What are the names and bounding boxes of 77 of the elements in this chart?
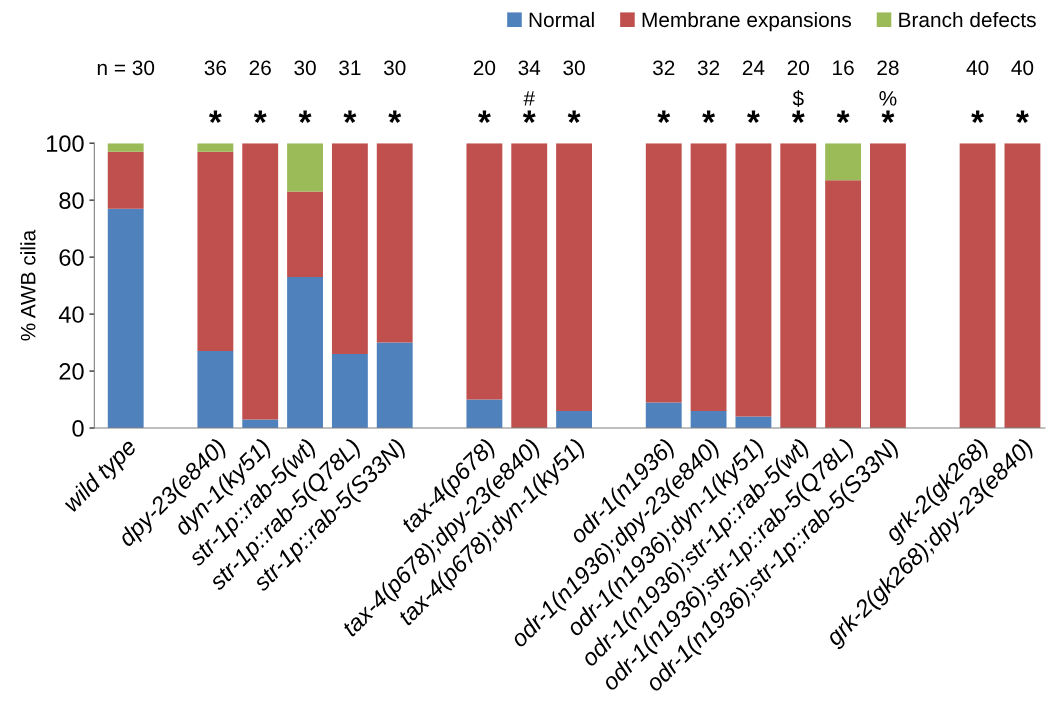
legend-label: Normal <box>529 11 594 28</box>
annotation: * <box>478 110 491 123</box>
bar <box>869 143 906 429</box>
annotation: * <box>253 110 267 123</box>
annotation: * <box>881 110 895 123</box>
y-tick-label: 80 <box>59 192 84 209</box>
bar <box>331 353 368 429</box>
text: 30 <box>383 60 406 76</box>
bar <box>735 143 772 417</box>
text: 31 <box>339 60 361 76</box>
bar <box>645 402 682 429</box>
legend-label: Branch defects <box>899 11 1036 28</box>
annotation: * <box>702 110 716 123</box>
bar <box>197 143 234 152</box>
text: 20 <box>787 60 810 76</box>
text: n = 30 <box>97 60 155 76</box>
bar <box>556 410 593 429</box>
annotation: % <box>879 91 897 106</box>
bar <box>376 143 413 343</box>
bar <box>107 143 144 152</box>
text: 16 <box>833 60 854 76</box>
annotation: * <box>791 110 805 123</box>
bar <box>511 143 548 429</box>
text: 34 <box>518 60 541 76</box>
bar <box>466 399 503 429</box>
text: 32 <box>697 60 720 76</box>
text: 30 <box>294 60 316 76</box>
bar <box>107 151 144 209</box>
y-axis-title: % AWB cilia <box>20 229 36 341</box>
annotation: * <box>388 110 402 123</box>
bar <box>287 191 323 278</box>
bar <box>331 143 368 354</box>
annotation: * <box>522 110 536 123</box>
y-tick-label: 40 <box>58 306 84 323</box>
bar <box>287 143 323 192</box>
bar <box>242 143 279 420</box>
annotation: # <box>523 91 535 106</box>
bar <box>690 410 727 429</box>
annotation: * <box>208 110 222 123</box>
bar <box>197 151 234 352</box>
bar <box>376 342 413 429</box>
annotation: * <box>747 110 760 123</box>
bar <box>825 180 862 429</box>
bar <box>690 143 727 411</box>
y-tick-label: 60 <box>59 249 84 266</box>
bar <box>1004 143 1041 429</box>
annotation: * <box>343 110 357 123</box>
bar <box>556 143 593 411</box>
bar <box>197 351 234 429</box>
text: 20 <box>473 60 496 76</box>
text: 26 <box>249 60 271 76</box>
bar <box>959 143 996 429</box>
bar <box>825 143 862 181</box>
legend-label: Membrane expansions <box>642 11 851 32</box>
text: 28 <box>877 60 899 76</box>
annotation: * <box>971 110 985 123</box>
text: 40 <box>966 60 989 76</box>
text: 24 <box>742 60 765 75</box>
annotation: $ <box>792 90 804 107</box>
y-tick-label: 0 <box>72 420 84 437</box>
bar <box>287 277 323 429</box>
bar <box>242 419 279 429</box>
bar <box>466 143 503 400</box>
bar <box>107 208 144 429</box>
annotation: * <box>567 110 581 123</box>
annotation: * <box>657 110 671 123</box>
y-tick-label: 20 <box>59 363 84 380</box>
text: 30 <box>563 60 585 76</box>
annotation: * <box>298 110 312 123</box>
annotation: * <box>1016 110 1029 123</box>
text: 36 <box>204 60 227 76</box>
text: 32 <box>652 60 675 76</box>
text: 40 <box>1011 60 1034 76</box>
y-tick-label: 100 <box>47 135 84 152</box>
annotation: * <box>836 110 850 123</box>
bar <box>645 143 682 403</box>
bar <box>780 143 817 429</box>
